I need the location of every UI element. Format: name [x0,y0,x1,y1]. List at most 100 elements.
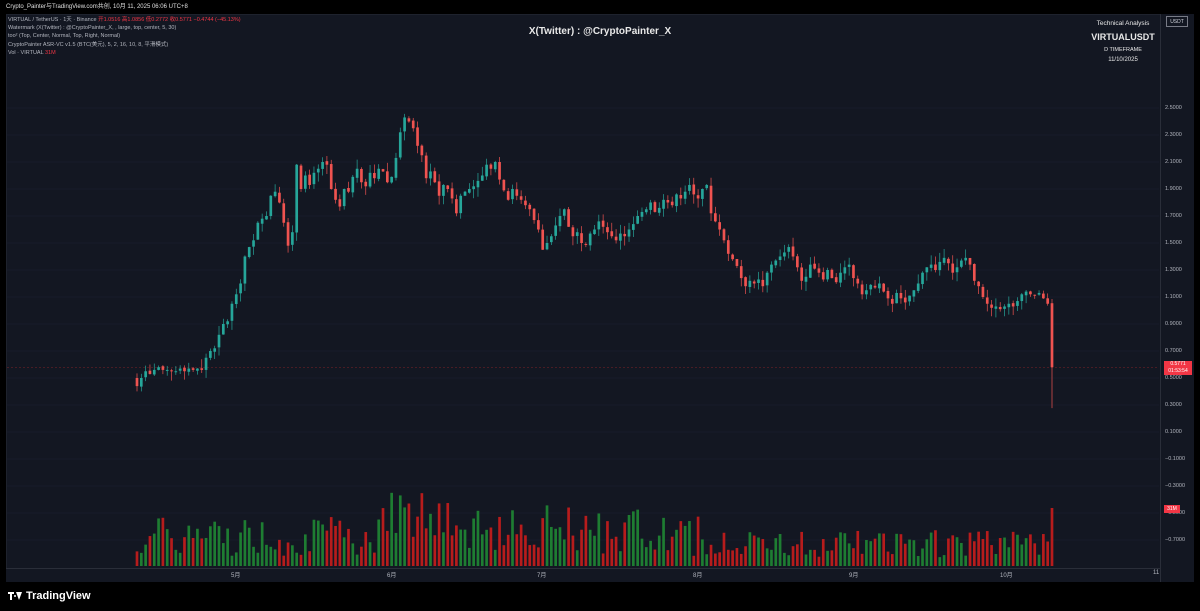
candle-body [601,220,605,227]
legend-symbol-line[interactable]: VIRTUAL / TetherUS · 1天 · Binance 开1.051… [8,16,241,24]
candle-body [394,157,398,178]
volume-bar [718,552,722,566]
candle-body [636,216,639,224]
candle-body [1046,298,1050,304]
candle-body [839,272,842,283]
volume-bar [554,528,557,566]
candle-body [627,229,631,237]
volume-bar [217,526,221,566]
volume-bar [174,549,178,566]
candle-body [701,189,704,199]
legend-volume-line[interactable]: Vol · VIRTUAL 31M [8,49,241,57]
candle-body [377,168,381,179]
candle-body [994,306,998,309]
volume-bar [1016,534,1019,566]
candle-body [808,264,812,278]
candle-body [679,195,683,199]
volume-bar [312,519,316,566]
candle-body [485,164,488,177]
tradingview-logo[interactable]: TradingView [8,590,91,602]
volume-bar [808,549,812,566]
candle-body [135,378,139,387]
volume-bar [752,535,756,566]
candle-body [1007,303,1011,308]
volume-bar [942,555,946,566]
analysis-date: 11/10/2025 [1108,57,1138,63]
candle-body [537,220,540,230]
tradingview-brand: TradingView [26,590,91,602]
candle-body [282,203,286,223]
legend-indicator-watermark[interactable]: Watermark (X(Twitter) : @CryptoPainter_X… [8,25,177,32]
candle-body [964,257,968,261]
volume-bar [247,527,251,566]
volume-bar [903,543,907,566]
time-tick-label: 10月 [1000,573,1013,579]
analysis-symbol: VIRTUALUSDT [1091,32,1155,42]
candle-body [360,168,363,183]
volume-bar [947,538,950,566]
volume-bar [385,530,389,566]
volume-bar [204,537,208,566]
candle-body [157,367,160,370]
candle-body [929,264,933,268]
price-tick-label: −0.1000 [1165,455,1186,462]
candle-body [390,176,393,183]
candle-body [692,184,696,195]
volume-bar [657,535,661,566]
volume-bar [398,495,402,566]
candle-body [165,369,169,371]
time-tick-label: 6月 [387,573,397,579]
price-tick-label: 0.9000 [1165,320,1182,327]
volume-bar [692,555,696,566]
candle-body [584,243,588,245]
currency-button[interactable]: USDT [1166,16,1188,27]
volume-bar [623,522,627,566]
candle-body [774,260,778,266]
volume-bar [411,536,415,566]
volume-bar [243,520,247,566]
time-scale[interactable] [6,568,1160,582]
volume-bar [584,515,588,566]
volume-bar [787,555,791,566]
candle-body [303,175,307,189]
volume-bar [739,553,743,566]
candle-body [221,324,225,335]
candle-body [498,162,501,180]
volume-bar [360,546,363,566]
volume-bar [748,532,752,566]
candle-body [191,368,195,370]
chart-pane[interactable] [6,14,1166,582]
volume-bar [968,532,972,566]
candle-body [256,222,260,240]
candle-body [420,145,424,156]
volume-bar [355,554,359,566]
volume-bar [221,543,225,566]
legend-indicator-too[interactable]: too² (Top, Center, Normal, Top, Right, N… [8,33,121,40]
volume-bar [424,528,428,566]
volume-bar [895,533,898,566]
volume-bar [334,525,337,566]
candle-body [593,229,596,235]
volume-bar [873,538,877,566]
price-tick-label: −0.3000 [1165,482,1186,489]
candle-body [524,200,527,206]
legend-indicator-asr[interactable]: CryptoPainter ASR-VC v1.5 (BTC(美元), 5, 2… [8,41,169,48]
candle-body [748,280,752,287]
candle-body [1020,294,1024,302]
candle-body [403,117,406,132]
candle-body [735,259,739,266]
candle-body [562,209,566,216]
volume-bar [377,519,381,566]
volume-bar [610,538,614,566]
candle-body [183,367,186,372]
volume-bar [183,537,186,566]
candle-body [541,229,545,250]
price-scale[interactable] [1160,14,1194,582]
current-price-flag: 0.5771 01:53:54 [1164,360,1192,375]
candle-body [178,368,182,371]
candle-body [791,246,795,257]
candle-body [329,164,333,189]
price-tick-label: 0.3000 [1165,401,1182,408]
volume-bar [972,541,976,566]
